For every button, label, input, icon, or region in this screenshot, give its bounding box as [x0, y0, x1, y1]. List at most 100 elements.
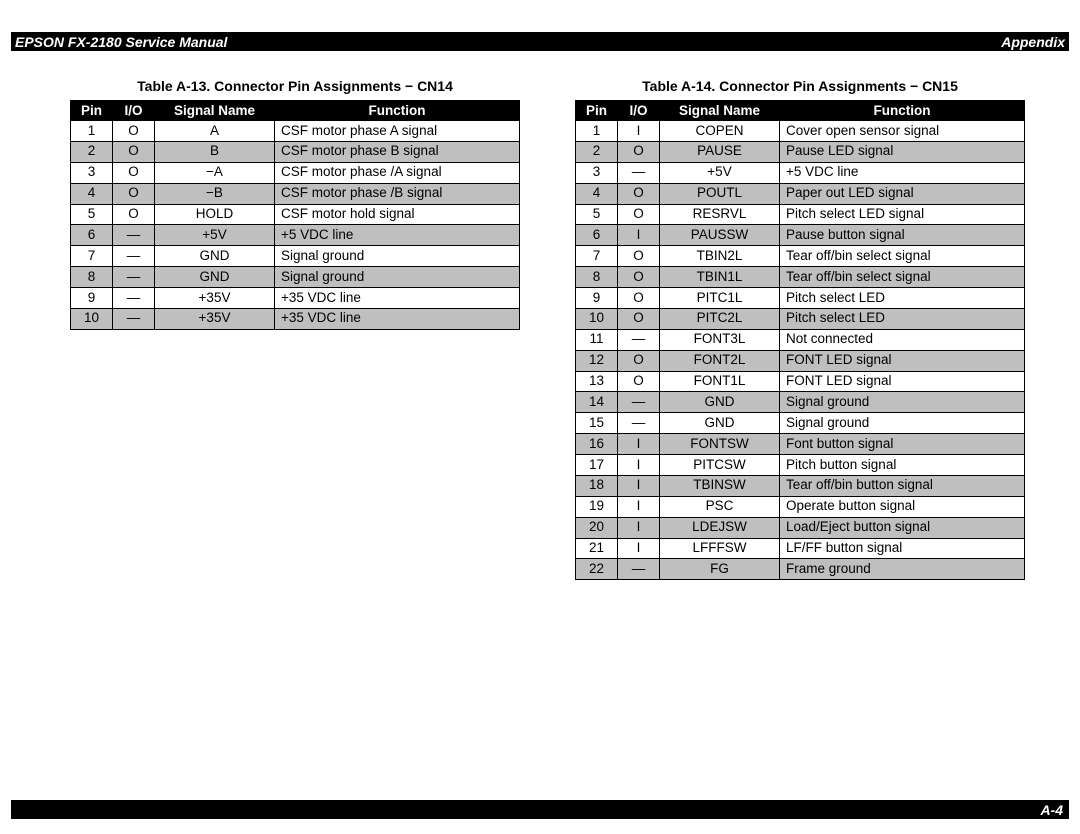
cell-io: O — [113, 121, 155, 142]
table-row: 1OACSF motor phase A signal — [71, 121, 520, 142]
table-row: 8—GNDSignal ground — [71, 267, 520, 288]
pin-table: Pin I/O Signal Name Function 1ICOPENCove… — [575, 100, 1025, 580]
col-io: I/O — [113, 101, 155, 121]
cell-signal: GND — [155, 267, 275, 288]
table-title: Table A-14. Connector Pin Assignments − … — [575, 78, 1025, 94]
cell-function: CSF motor phase /A signal — [275, 162, 520, 183]
cell-pin: 8 — [576, 267, 618, 288]
table-header-row: Pin I/O Signal Name Function — [71, 101, 520, 121]
cell-io: O — [618, 288, 660, 309]
cell-pin: 9 — [576, 288, 618, 309]
cell-pin: 13 — [576, 371, 618, 392]
cell-function: Signal ground — [275, 267, 520, 288]
cell-io: — — [113, 308, 155, 329]
cell-pin: 4 — [576, 183, 618, 204]
col-signal: Signal Name — [155, 101, 275, 121]
cell-io: I — [618, 475, 660, 496]
cell-signal: TBIN2L — [660, 246, 780, 267]
cell-function: Pitch select LED signal — [780, 204, 1025, 225]
cell-io: O — [113, 183, 155, 204]
table-row: 14—GNDSignal ground — [576, 392, 1025, 413]
cell-io: O — [618, 141, 660, 162]
cell-io: — — [113, 267, 155, 288]
cell-signal: FONT2L — [660, 350, 780, 371]
cell-pin: 15 — [576, 413, 618, 434]
cell-signal: PSC — [660, 496, 780, 517]
table-cn15: Table A-14. Connector Pin Assignments − … — [575, 78, 1025, 580]
cell-signal: GND — [155, 246, 275, 267]
cell-pin: 1 — [71, 121, 113, 142]
table-row: 2OPAUSEPause LED signal — [576, 141, 1025, 162]
cell-io: — — [113, 288, 155, 309]
table-row: 10OPITC2LPitch select LED — [576, 308, 1025, 329]
cell-function: Tear off/bin select signal — [780, 267, 1025, 288]
cell-function: LF/FF button signal — [780, 538, 1025, 559]
cell-io: — — [113, 246, 155, 267]
table-row: 18ITBINSWTear off/bin button signal — [576, 475, 1025, 496]
cell-io: O — [618, 183, 660, 204]
cell-signal: RESRVL — [660, 204, 780, 225]
table-row: 20ILDEJSWLoad/Eject button signal — [576, 517, 1025, 538]
cell-io: O — [618, 308, 660, 329]
header-right: Appendix — [1001, 34, 1065, 50]
table-row: 1ICOPENCover open sensor signal — [576, 121, 1025, 142]
cell-function: Pitch select LED — [780, 308, 1025, 329]
cell-pin: 4 — [71, 183, 113, 204]
table-row: 6IPAUSSWPause button signal — [576, 225, 1025, 246]
cell-io: O — [113, 141, 155, 162]
cell-pin: 21 — [576, 538, 618, 559]
table-title: Table A-13. Connector Pin Assignments − … — [70, 78, 520, 94]
cell-pin: 6 — [71, 225, 113, 246]
table-row: 21ILFFFSWLF/FF button signal — [576, 538, 1025, 559]
cell-io: — — [618, 329, 660, 350]
cell-function: Pitch select LED — [780, 288, 1025, 309]
cell-function: +35 VDC line — [275, 308, 520, 329]
table-row: 17IPITCSWPitch button signal — [576, 455, 1025, 476]
cell-pin: 14 — [576, 392, 618, 413]
cell-signal: +5V — [155, 225, 275, 246]
cell-pin: 7 — [576, 246, 618, 267]
cell-pin: 3 — [576, 162, 618, 183]
cell-pin: 3 — [71, 162, 113, 183]
cell-function: Font button signal — [780, 434, 1025, 455]
table-row: 16IFONTSWFont button signal — [576, 434, 1025, 455]
table-row: 6—+5V+5 VDC line — [71, 225, 520, 246]
cell-pin: 22 — [576, 559, 618, 580]
cell-signal: TBINSW — [660, 475, 780, 496]
cell-signal: PITC1L — [660, 288, 780, 309]
cell-function: CSF motor hold signal — [275, 204, 520, 225]
cell-pin: 18 — [576, 475, 618, 496]
cell-signal: −A — [155, 162, 275, 183]
cell-function: FONT LED signal — [780, 350, 1025, 371]
cell-function: FONT LED signal — [780, 371, 1025, 392]
cell-function: Pitch button signal — [780, 455, 1025, 476]
cell-pin: 5 — [576, 204, 618, 225]
cell-signal: POUTL — [660, 183, 780, 204]
table-row: 5ORESRVLPitch select LED signal — [576, 204, 1025, 225]
header-bar: EPSON FX-2180 Service Manual Appendix — [11, 32, 1069, 51]
table-header-row: Pin I/O Signal Name Function — [576, 101, 1025, 121]
cell-io: I — [618, 496, 660, 517]
cell-signal: FONT3L — [660, 329, 780, 350]
cell-signal: GND — [660, 413, 780, 434]
col-function: Function — [780, 101, 1025, 121]
cell-signal: +5V — [660, 162, 780, 183]
cell-function: Tear off/bin button signal — [780, 475, 1025, 496]
cell-io: — — [618, 559, 660, 580]
cell-function: Not connected — [780, 329, 1025, 350]
cell-io: O — [618, 371, 660, 392]
pin-table: Pin I/O Signal Name Function 1OACSF moto… — [70, 100, 520, 330]
cell-io: O — [113, 162, 155, 183]
cell-function: +35 VDC line — [275, 288, 520, 309]
table-row: 7OTBIN2LTear off/bin select signal — [576, 246, 1025, 267]
page-number: A-4 — [1040, 802, 1063, 818]
cell-io: I — [618, 455, 660, 476]
cell-io: O — [618, 350, 660, 371]
cell-function: Tear off/bin select signal — [780, 246, 1025, 267]
cell-io: O — [618, 267, 660, 288]
cell-pin: 20 — [576, 517, 618, 538]
cell-pin: 8 — [71, 267, 113, 288]
table-row: 9OPITC1LPitch select LED — [576, 288, 1025, 309]
cell-io: O — [618, 246, 660, 267]
cell-io: I — [618, 225, 660, 246]
